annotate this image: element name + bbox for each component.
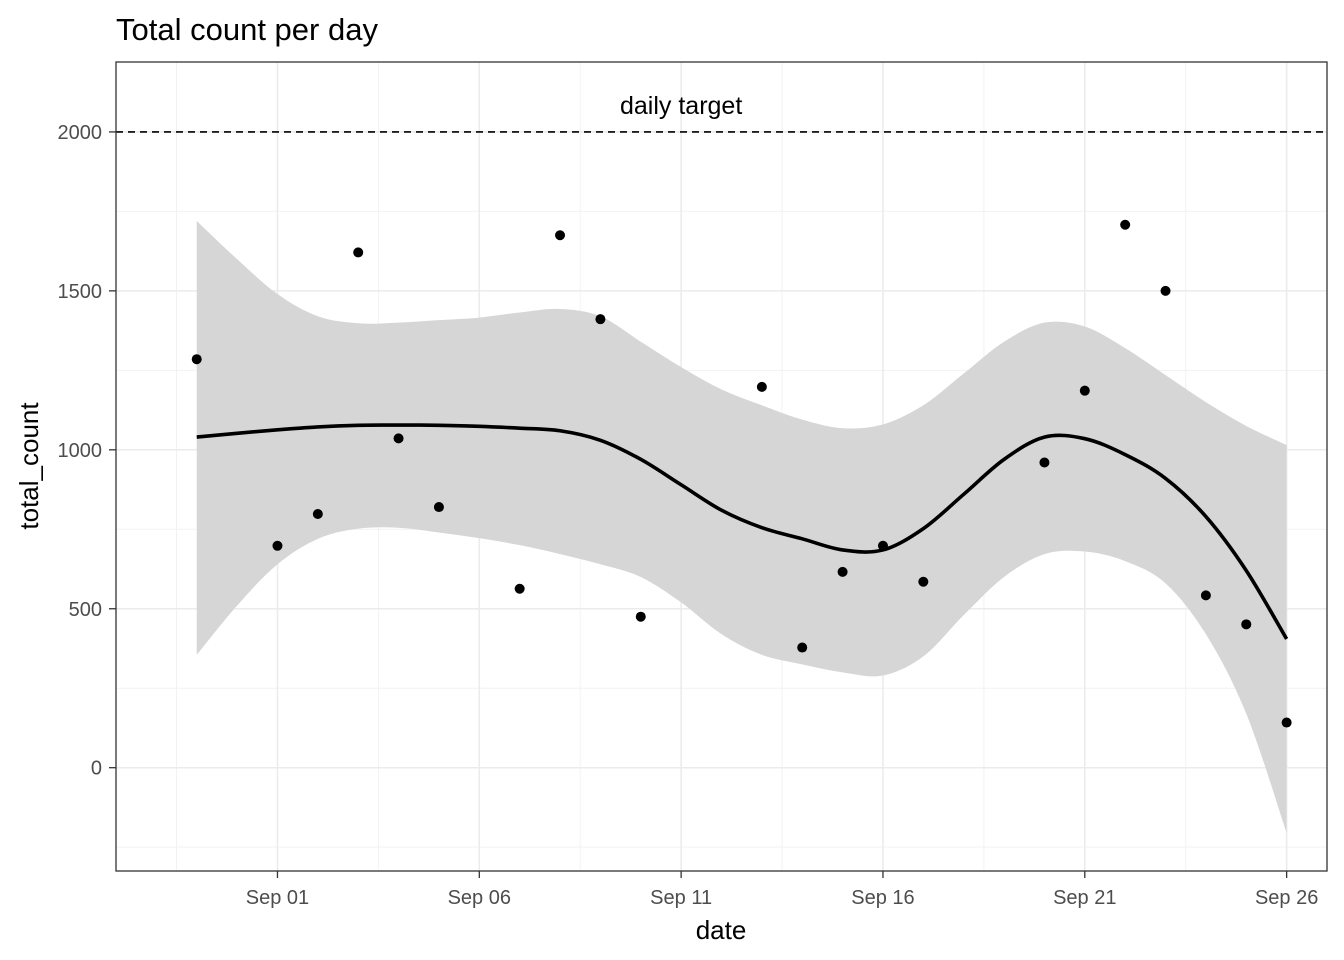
chart-title: Total count per day bbox=[116, 12, 378, 47]
data-point bbox=[1120, 219, 1131, 230]
y-tick-label: 1500 bbox=[58, 281, 103, 303]
data-point bbox=[595, 314, 606, 325]
smooth-line bbox=[196, 423, 1289, 640]
x-tick-label: Sep 06 bbox=[448, 887, 511, 909]
data-point bbox=[191, 354, 202, 365]
panel-border bbox=[115, 61, 1328, 872]
data-point bbox=[837, 566, 848, 577]
y-tick-label: 500 bbox=[69, 599, 102, 621]
data-point bbox=[1281, 717, 1292, 728]
data-point bbox=[877, 540, 888, 551]
data-point bbox=[1241, 619, 1252, 630]
data-point bbox=[635, 611, 646, 622]
data-point bbox=[1039, 457, 1050, 468]
confidence-band-layer bbox=[196, 220, 1287, 833]
data-point bbox=[1200, 590, 1211, 601]
data-point bbox=[272, 540, 283, 551]
y-axis: 0 500 1000 1500 2000 bbox=[58, 122, 116, 780]
reference-line-layer: daily target bbox=[116, 92, 1327, 133]
data-point bbox=[433, 502, 444, 513]
confidence-band bbox=[196, 220, 1287, 833]
y-axis-title: total_count bbox=[14, 402, 44, 530]
data-point bbox=[797, 642, 808, 653]
y-tick-label: 1000 bbox=[58, 440, 103, 462]
data-point bbox=[918, 576, 929, 587]
data-point bbox=[555, 230, 566, 241]
points-layer bbox=[191, 219, 1292, 728]
x-tick-label: Sep 16 bbox=[851, 887, 914, 909]
data-point bbox=[756, 381, 767, 392]
data-point bbox=[393, 433, 404, 444]
x-tick-label: Sep 01 bbox=[246, 887, 309, 909]
y-tick-label: 0 bbox=[91, 758, 102, 780]
data-point bbox=[1079, 385, 1090, 396]
y-tick-label: 2000 bbox=[58, 122, 103, 144]
data-point bbox=[1160, 285, 1171, 296]
data-point bbox=[353, 247, 364, 258]
x-tick-label: Sep 21 bbox=[1053, 887, 1116, 909]
smooth-line-layer bbox=[196, 423, 1289, 640]
x-axis: Sep 01 Sep 06 Sep 11 Sep 16 Sep 21 Sep 26 bbox=[246, 871, 1318, 909]
x-tick-label: Sep 11 bbox=[650, 887, 712, 909]
data-point bbox=[514, 583, 525, 594]
x-tick-label: Sep 26 bbox=[1255, 887, 1318, 909]
data-point bbox=[312, 509, 323, 520]
x-axis-title: date bbox=[696, 915, 747, 945]
daily-target-label: daily target bbox=[620, 92, 742, 120]
